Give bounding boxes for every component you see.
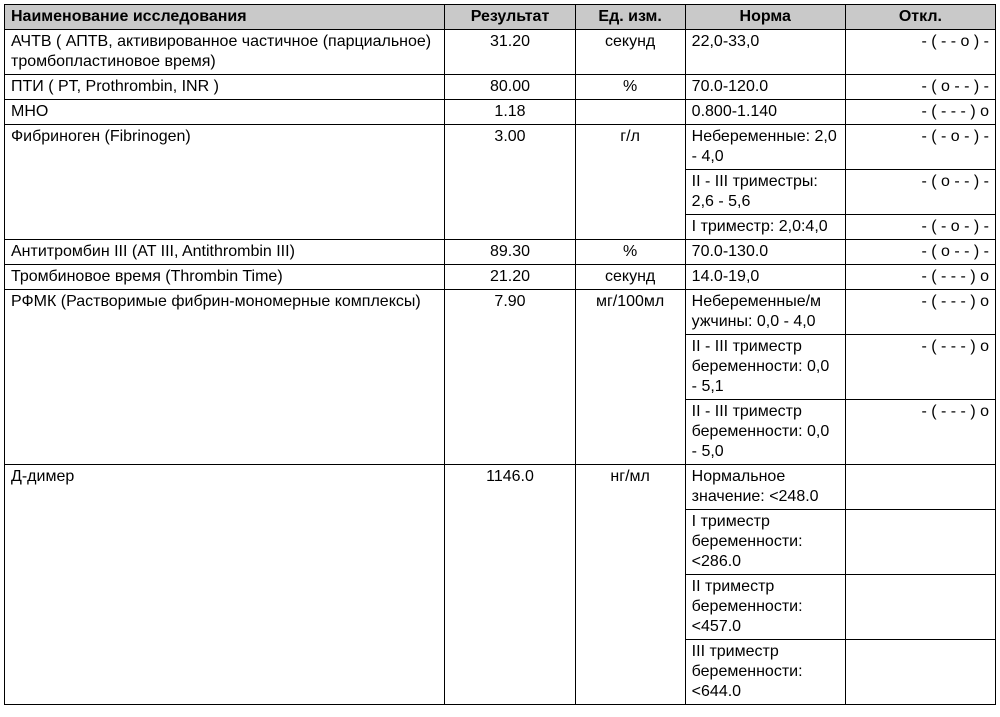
cell-result: 80.00 [445,75,575,100]
cell-name [5,400,445,465]
cell-result [445,640,575,705]
col-norm: Норма [685,5,845,30]
cell-result: 21.20 [445,265,575,290]
cell-dev: - ( - - o ) - [845,30,995,75]
table-row: II триместр беременности: <457.0 [5,575,996,640]
cell-dev [845,640,995,705]
cell-norm: II триместр беременности: <457.0 [685,575,845,640]
results-table: Наименование исследования Результат Ед. … [4,4,996,705]
cell-result: 7.90 [445,290,575,335]
cell-norm: I триместр: 2,0:4,0 [685,215,845,240]
cell-unit: нг/мл [575,465,685,510]
cell-unit: % [575,75,685,100]
table-row: II - III триместр беременности: 0,0 - 5,… [5,335,996,400]
cell-dev: - ( o - - ) - [845,240,995,265]
cell-result [445,400,575,465]
cell-result [445,510,575,575]
cell-name: АЧТВ ( АПТВ, активированное частичное (п… [5,30,445,75]
cell-norm: 14.0-19,0 [685,265,845,290]
cell-name [5,170,445,215]
table-body: АЧТВ ( АПТВ, активированное частичное (п… [5,30,996,705]
cell-norm: Небеременные/м ужчины: 0,0 - 4,0 [685,290,845,335]
cell-unit [575,215,685,240]
cell-dev: - ( - o - ) - [845,125,995,170]
cell-norm: Небеременные: 2,0 - 4,0 [685,125,845,170]
cell-result [445,575,575,640]
cell-dev [845,465,995,510]
cell-name: Фибриноген (Fibrinogen) [5,125,445,170]
cell-result [445,215,575,240]
table-row: МНО 1.18 0.800-1.140 - ( - - - ) o [5,100,996,125]
cell-name [5,575,445,640]
table-row: ПТИ ( PT, Prothrombin, INR ) 80.00 % 70.… [5,75,996,100]
table-row: I триместр: 2,0:4,0 - ( - o - ) - [5,215,996,240]
cell-unit [575,335,685,400]
cell-dev: - ( - - - ) o [845,290,995,335]
table-row: II - III триместр беременности: 0,0 - 5,… [5,400,996,465]
cell-result: 89.30 [445,240,575,265]
cell-norm: II - III триместр беременности: 0,0 - 5,… [685,335,845,400]
table-row: Д-димер 1146.0 нг/мл Нормальное значение… [5,465,996,510]
table-header: Наименование исследования Результат Ед. … [5,5,996,30]
cell-norm: I триместр беременности: <286.0 [685,510,845,575]
cell-dev [845,510,995,575]
cell-name: Антитромбин III (AT III, Antithrombin II… [5,240,445,265]
cell-name: Д-димер [5,465,445,510]
cell-name [5,215,445,240]
cell-name [5,640,445,705]
cell-unit [575,640,685,705]
cell-result: 1.18 [445,100,575,125]
table-row: Тромбиновое время (Thrombin Time) 21.20 … [5,265,996,290]
cell-name: ПТИ ( PT, Prothrombin, INR ) [5,75,445,100]
table-row: Антитромбин III (AT III, Antithrombin II… [5,240,996,265]
cell-result: 3.00 [445,125,575,170]
cell-norm: Нормальное значение: <248.0 [685,465,845,510]
col-name: Наименование исследования [5,5,445,30]
cell-result: 1146.0 [445,465,575,510]
cell-unit [575,100,685,125]
table-row: Фибриноген (Fibrinogen) 3.00 г/л Неберем… [5,125,996,170]
cell-name: Тромбиновое время (Thrombin Time) [5,265,445,290]
cell-result: 31.20 [445,30,575,75]
cell-unit: секунд [575,265,685,290]
cell-unit: г/л [575,125,685,170]
cell-norm: III триместр беременности: <644.0 [685,640,845,705]
table-row: II - III триместры: 2,6 - 5,6 - ( o - - … [5,170,996,215]
cell-dev: - ( - - - ) o [845,335,995,400]
cell-dev: - ( - o - ) - [845,215,995,240]
cell-dev: - ( o - - ) - [845,170,995,215]
cell-norm: 70.0-130.0 [685,240,845,265]
cell-unit: мг/100мл [575,290,685,335]
cell-name [5,335,445,400]
cell-name: РФМК (Растворимые фибрин-мономерные комп… [5,290,445,335]
cell-unit [575,510,685,575]
cell-dev: - ( - - - ) o [845,400,995,465]
cell-dev: - ( - - - ) o [845,265,995,290]
cell-unit: секунд [575,30,685,75]
cell-dev: - ( - - - ) o [845,100,995,125]
cell-norm: 70.0-120.0 [685,75,845,100]
cell-norm: 22,0-33,0 [685,30,845,75]
cell-name: МНО [5,100,445,125]
cell-norm: 0.800-1.140 [685,100,845,125]
col-dev: Откл. [845,5,995,30]
cell-unit [575,400,685,465]
cell-result [445,170,575,215]
table-row: АЧТВ ( АПТВ, активированное частичное (п… [5,30,996,75]
cell-dev [845,575,995,640]
cell-result [445,335,575,400]
cell-norm: II - III триместры: 2,6 - 5,6 [685,170,845,215]
cell-dev: - ( o - - ) - [845,75,995,100]
col-unit: Ед. изм. [575,5,685,30]
cell-unit [575,575,685,640]
col-result: Результат [445,5,575,30]
cell-unit [575,170,685,215]
lab-report: Наименование исследования Результат Ед. … [0,0,1000,709]
cell-norm: II - III триместр беременности: 0,0 - 5,… [685,400,845,465]
cell-unit: % [575,240,685,265]
cell-name [5,510,445,575]
table-row: РФМК (Растворимые фибрин-мономерные комп… [5,290,996,335]
table-row: I триместр беременности: <286.0 [5,510,996,575]
table-row: III триместр беременности: <644.0 [5,640,996,705]
